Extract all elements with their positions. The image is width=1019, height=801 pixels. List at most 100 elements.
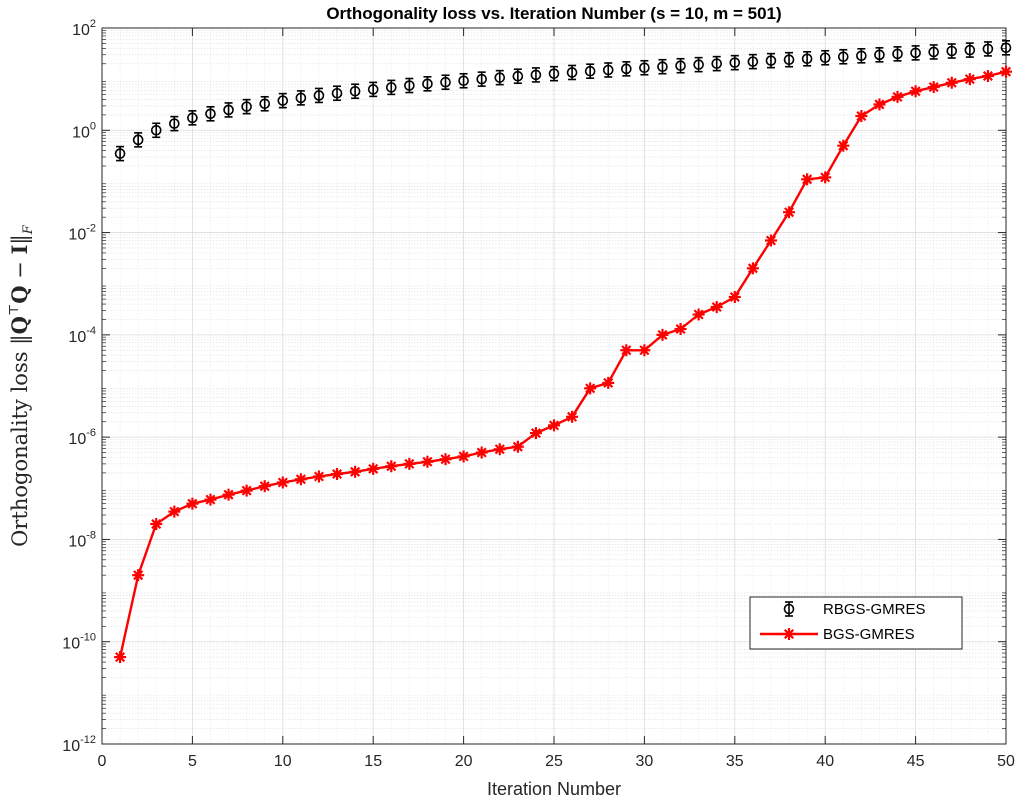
data-point xyxy=(927,81,940,94)
data-point xyxy=(692,308,705,321)
data-point xyxy=(674,323,687,336)
data-point xyxy=(294,473,307,486)
data-point xyxy=(529,427,542,440)
x-tick-label: 5 xyxy=(188,753,197,770)
y-tick-label: 100 xyxy=(72,120,96,141)
data-point xyxy=(584,63,596,79)
y-tick-label: 10-2 xyxy=(68,223,96,244)
data-point xyxy=(801,50,813,67)
data-point xyxy=(494,69,506,86)
data-point xyxy=(169,115,180,132)
data-point xyxy=(187,110,198,126)
data-point xyxy=(421,455,434,468)
y-tick-label: 10-4 xyxy=(68,325,96,346)
data-point xyxy=(964,42,976,58)
data-point xyxy=(981,70,994,83)
data-point xyxy=(620,344,633,357)
data-point xyxy=(349,465,362,478)
data-point xyxy=(132,132,144,148)
data-point xyxy=(331,468,344,481)
data-point xyxy=(837,48,849,65)
x-tick-label: 45 xyxy=(907,753,925,770)
data-point xyxy=(385,79,397,96)
y-axis-label: Orthogonality loss ‖Q⊤Q − I‖F xyxy=(7,224,36,547)
data-point xyxy=(909,85,922,98)
data-point xyxy=(168,505,181,518)
data-point xyxy=(693,56,704,73)
data-point xyxy=(313,87,325,104)
legend-rbgs-marker xyxy=(783,601,795,617)
data-point xyxy=(982,41,994,57)
data-point xyxy=(457,450,470,463)
x-tick-label: 40 xyxy=(816,753,834,770)
data-point xyxy=(476,71,487,87)
data-point xyxy=(910,45,921,61)
data-point xyxy=(548,65,560,82)
y-tick-label: 102 xyxy=(72,18,96,39)
y-tick-label: 10-6 xyxy=(68,427,96,448)
data-point xyxy=(367,81,379,98)
series-bgs-gmres xyxy=(114,65,1012,664)
y-axis-label-q1: Q xyxy=(7,316,32,334)
data-point xyxy=(150,122,162,139)
data-point xyxy=(602,376,615,389)
data-point xyxy=(963,73,976,86)
data-point xyxy=(548,419,560,432)
data-point xyxy=(404,77,415,94)
data-point xyxy=(186,497,199,510)
x-tick-label: 15 xyxy=(364,753,382,770)
data-point xyxy=(746,262,759,275)
chart-title: Orthogonality loss vs. Iteration Number … xyxy=(326,4,781,23)
y-tick-labels: 10-12 10-10 10-8 10-6 10-4 10-2 100 102 xyxy=(62,18,96,755)
legend-rbgs-symbol xyxy=(783,601,795,617)
data-point xyxy=(656,328,669,341)
data-point xyxy=(946,43,958,59)
y-axis-label-q2: Q xyxy=(7,285,32,303)
data-point xyxy=(276,476,289,489)
series-layer xyxy=(114,40,1012,664)
data-point xyxy=(223,102,234,118)
data-point xyxy=(638,344,651,357)
data-point xyxy=(530,67,542,83)
data-point xyxy=(711,55,723,72)
data-point xyxy=(349,83,361,100)
data-point xyxy=(783,51,795,68)
data-point xyxy=(891,90,904,103)
data-point xyxy=(675,57,686,74)
data-point xyxy=(837,139,850,152)
data-point xyxy=(277,92,289,109)
y-axis-label-subscript: F xyxy=(21,224,36,235)
x-tick-label: 0 xyxy=(98,753,107,770)
data-point xyxy=(566,410,579,423)
data-point xyxy=(258,480,271,493)
data-point xyxy=(1000,65,1012,78)
data-point xyxy=(312,470,325,483)
data-point xyxy=(856,48,867,64)
y-axis-label-transpose: ⊤ xyxy=(7,304,22,316)
data-point xyxy=(566,64,578,81)
data-point xyxy=(928,44,939,60)
x-tick-label: 25 xyxy=(545,753,563,770)
data-point xyxy=(584,382,597,395)
data-point xyxy=(602,62,614,78)
data-point xyxy=(945,76,958,89)
y-axis-label-norm-open: ‖ xyxy=(8,334,33,345)
data-point xyxy=(114,145,126,162)
data-point xyxy=(728,290,741,303)
data-point xyxy=(458,72,469,89)
x-tick-label: 50 xyxy=(997,753,1015,770)
data-point xyxy=(241,98,252,115)
data-point xyxy=(240,484,253,497)
x-tick-label: 30 xyxy=(636,753,654,770)
data-point xyxy=(874,47,885,63)
legend-bgs-symbol xyxy=(783,628,795,640)
x-axis-label: Iteration Number xyxy=(487,779,621,799)
data-point xyxy=(783,206,796,219)
x-tick-label: 20 xyxy=(455,753,473,770)
data-point xyxy=(475,446,488,459)
data-point xyxy=(367,462,380,475)
data-point xyxy=(801,173,814,186)
data-point xyxy=(512,68,524,85)
data-point xyxy=(205,106,216,122)
